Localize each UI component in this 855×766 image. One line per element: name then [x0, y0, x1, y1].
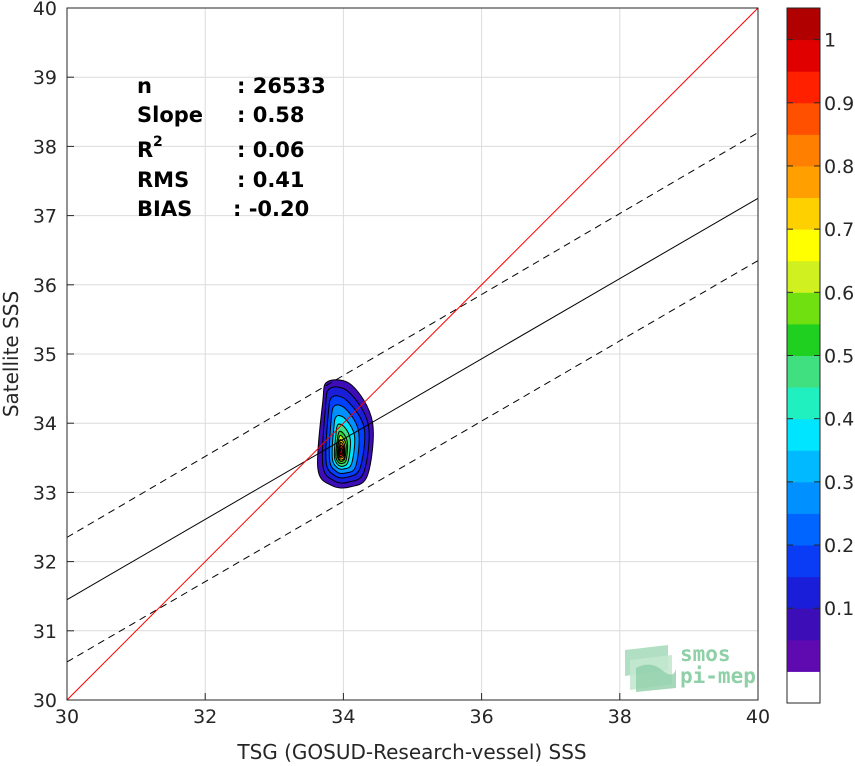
stats-annotation: n : 26533 Slope : 0.58 R 2 : 0.06 RMS : …	[137, 74, 326, 221]
logo-line2: pi-mep	[680, 664, 756, 688]
y-tick-label-40: 40	[33, 0, 57, 20]
stat-slope-value: : 0.58	[237, 103, 305, 127]
y-tick-label-37: 37	[33, 206, 57, 228]
y-tick-label-35: 35	[33, 344, 57, 366]
colorbar-segment-17	[787, 134, 820, 167]
colorbar-segment-20	[787, 39, 820, 72]
colorbar-segment-13	[787, 260, 820, 293]
colorbar-tick-label-0.9: 0.9	[824, 93, 854, 115]
stat-rms-value: : 0.41	[237, 168, 305, 192]
stat-n-label: n	[137, 74, 152, 98]
y-tick-label-33: 33	[33, 482, 57, 504]
x-tick-label-34: 34	[331, 706, 355, 728]
regression-line	[66, 197, 759, 601]
colorbar-tick-label-1: 1	[824, 30, 836, 52]
y-tick-label-30: 30	[33, 690, 57, 712]
colorbar-segment-2	[787, 608, 820, 641]
colorbar-tick-label-0.6: 0.6	[824, 282, 854, 304]
colorbar-segment-19	[787, 71, 820, 104]
x-axis-label: TSG (GOSUD-Research-vessel) SSS	[236, 740, 586, 764]
logo-line1: smos	[680, 642, 731, 666]
colorbar-segment-7	[787, 450, 820, 483]
colorbar-segment-15	[787, 197, 820, 230]
colorbar-tick-label-0.4: 0.4	[824, 409, 854, 431]
colorbar-segment-4	[787, 545, 820, 578]
stat-r2-superscript: 2	[153, 134, 163, 150]
colorbar-segment-3	[787, 576, 820, 609]
colorbar-segment-5	[787, 513, 820, 546]
stat-bias-label: BIAS	[137, 197, 192, 221]
y-tick-label-36: 36	[33, 275, 57, 297]
colorbar-tick-label-0.2: 0.2	[824, 535, 854, 557]
y-tick-label-38: 38	[33, 136, 57, 158]
density-contours	[317, 379, 374, 489]
colorbar-segment-14	[787, 229, 820, 262]
colorbar-segment-21	[787, 8, 820, 41]
y-tick-label-39: 39	[33, 67, 57, 89]
colorbar-segment-0	[787, 671, 820, 704]
y-tick-label-34: 34	[33, 413, 57, 435]
stat-n-value: : 26533	[237, 74, 326, 98]
x-tick-label-32: 32	[193, 706, 217, 728]
colorbar-tick-label-0.5: 0.5	[824, 346, 854, 368]
colorbar-segment-16	[787, 165, 820, 199]
y-axis-ticks: 30 31 32 33 34 35 36 37 38 39 40	[33, 0, 74, 712]
x-tick-label-38: 38	[608, 706, 632, 728]
colorbar	[787, 8, 820, 704]
colorbar-segment-1	[787, 639, 820, 672]
x-tick-label-30: 30	[55, 706, 79, 728]
stat-bias-value: : -0.20	[233, 197, 309, 221]
colorbar-tick-label-0.3: 0.3	[824, 472, 854, 494]
lower-bound-line	[66, 260, 759, 663]
stat-r2-value: : 0.06	[237, 138, 305, 162]
y-axis-label: Satellite SSS	[0, 291, 23, 417]
colorbar-tick-label-0.8: 0.8	[824, 156, 854, 178]
colorbar-segment-11	[787, 323, 820, 356]
colorbar-segment-8	[787, 418, 820, 451]
stat-rms-label: RMS	[137, 168, 189, 192]
grid-lines	[66, 7, 759, 701]
smos-pi-mep-logo: smos pi-mep	[625, 642, 756, 692]
colorbar-segment-10	[787, 355, 820, 388]
reference-lines	[66, 7, 759, 701]
stat-slope-label: Slope	[137, 103, 203, 127]
one-to-one-line	[66, 7, 759, 701]
y-tick-label-32: 32	[33, 552, 57, 574]
x-tick-label-40: 40	[746, 706, 770, 728]
colorbar-tick-label-0.7: 0.7	[824, 219, 854, 241]
stat-r2-label: R	[137, 138, 153, 162]
logo-wave-icon-3	[636, 664, 676, 692]
colorbar-segment-12	[787, 292, 820, 325]
y-tick-label-31: 31	[33, 621, 57, 643]
colorbar-segment-9	[787, 387, 820, 420]
colorbar-segment-18	[787, 102, 820, 135]
contour-level-0.95	[339, 447, 344, 456]
x-axis-ticks: 30 32 34 36 38 40	[55, 693, 770, 728]
x-tick-label-36: 36	[470, 706, 494, 728]
colorbar-tick-label-0.1: 0.1	[824, 598, 854, 620]
colorbar-ticks: 0.1 0.2 0.3 0.4 0.5 0.6 0.7 0.8 0.9 1	[787, 30, 854, 620]
upper-bound-line	[66, 132, 759, 538]
colorbar-segment-6	[787, 481, 820, 514]
